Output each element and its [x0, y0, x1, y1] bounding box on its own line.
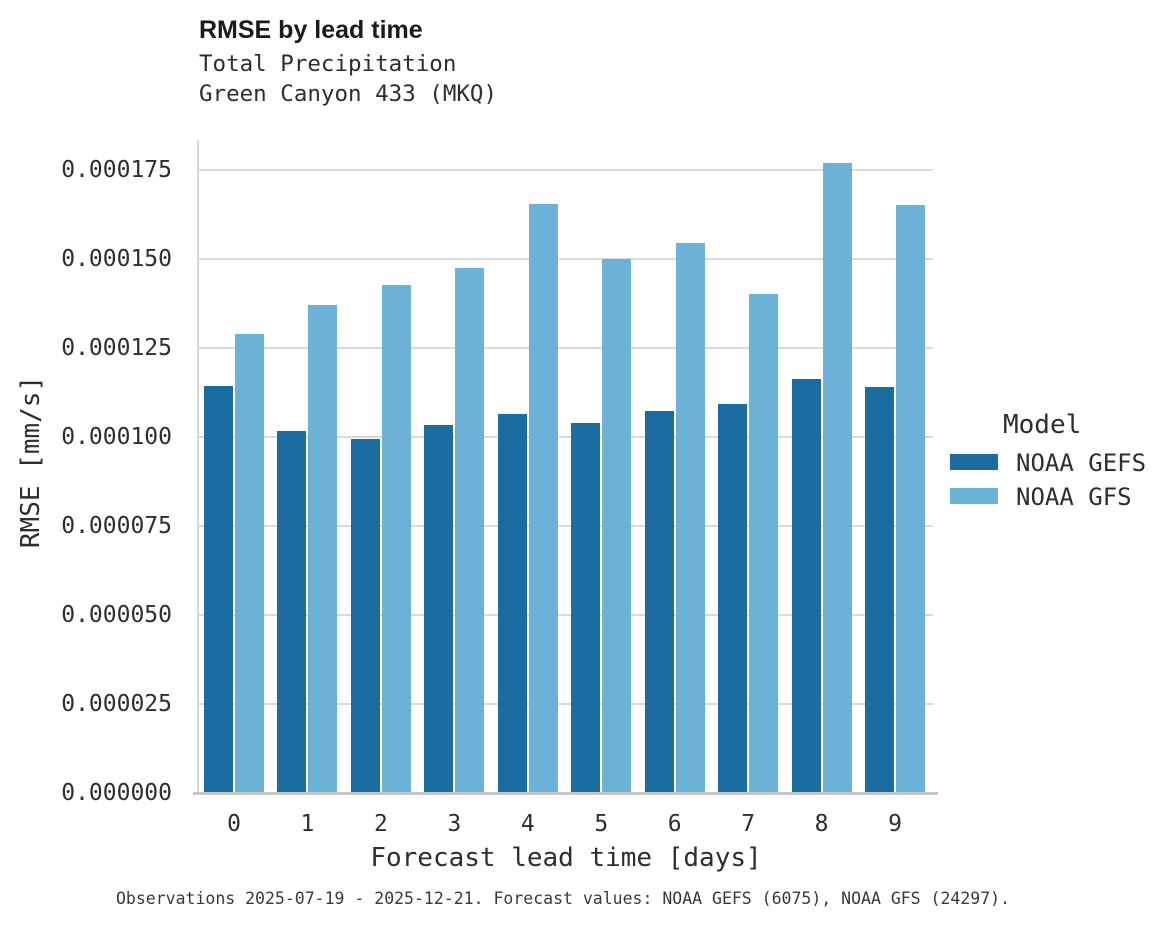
bar-noaa-gefs-lead-8: [791, 379, 821, 793]
bar-noaa-gefs-lead-0: [204, 386, 233, 793]
bar-noaa-gfs-lead-6: [675, 242, 705, 793]
x-tick-label: 2: [373, 811, 388, 837]
bar-noaa-gefs-lead-4: [497, 413, 527, 793]
bar-noaa-gfs-lead-1: [308, 305, 338, 793]
bar-noaa-gefs-lead-1: [277, 430, 307, 793]
x-tick-label: 3: [447, 811, 462, 837]
bar-noaa-gefs-lead-9: [865, 386, 895, 793]
gridline: [197, 169, 933, 171]
x-axis-line: [193, 792, 938, 795]
bar-noaa-gfs-lead-5: [602, 259, 632, 793]
y-tick-label: 0.000025: [61, 691, 172, 717]
gridline: [197, 347, 933, 349]
x-tick-label: 6: [667, 811, 682, 837]
y-tick-label: 0.000125: [61, 335, 172, 361]
y-tick-label: 0.000150: [61, 246, 172, 272]
x-axis-title: Forecast lead time [days]: [370, 843, 762, 873]
y-tick-label: 0.000100: [61, 424, 172, 450]
bar-noaa-gefs-lead-3: [424, 424, 454, 793]
chart-subtitle-variable: Total Precipitation: [199, 51, 457, 77]
legend-title: Model: [1003, 410, 1082, 440]
bar-noaa-gefs-lead-5: [571, 423, 601, 793]
chart-title: RMSE by lead time: [199, 16, 423, 44]
x-tick-label: 1: [300, 811, 315, 837]
footer-caption: Observations 2025-07-19 - 2025-12-21. Fo…: [115, 889, 1011, 908]
x-tick-label: 8: [814, 811, 829, 837]
y-tick-label: 0.000050: [61, 602, 172, 628]
gridline: [197, 525, 933, 527]
gridline: [197, 614, 933, 616]
bar-noaa-gfs-lead-8: [822, 162, 852, 793]
x-tick-label: 7: [741, 811, 756, 837]
bar-noaa-gfs-lead-4: [528, 203, 558, 793]
gridline: [197, 703, 933, 705]
bar-noaa-gefs-lead-6: [644, 411, 674, 793]
bar-noaa-gfs-lead-0: [235, 333, 264, 793]
x-tick-label: 0: [227, 811, 241, 837]
bar-noaa-gefs-lead-2: [350, 439, 380, 793]
bar-noaa-gefs-lead-7: [718, 403, 748, 793]
legend-swatch-noaa-gfs: [950, 488, 998, 504]
plot-area: [197, 140, 937, 793]
x-tick-label: 5: [594, 811, 609, 837]
legend-label-noaa-gefs: NOAA GEFS: [1016, 449, 1147, 477]
y-tick-label: 0.000075: [61, 513, 172, 539]
x-tick-label: 4: [520, 811, 535, 837]
y-tick-label: 0.000000: [61, 780, 172, 806]
gridline: [197, 436, 933, 438]
y-tick-label: 0.000175: [61, 157, 172, 183]
x-tick-label: 9: [888, 811, 902, 837]
bar-noaa-gfs-lead-9: [896, 204, 926, 793]
bar-noaa-gfs-lead-7: [749, 294, 779, 793]
bar-noaa-gfs-lead-3: [455, 267, 485, 793]
gridline: [197, 258, 933, 260]
legend-swatch-noaa-gefs: [950, 454, 998, 470]
legend-label-noaa-gfs: NOAA GFS: [1016, 483, 1132, 511]
chart-subtitle-station: Green Canyon 433 (MKQ): [199, 81, 498, 107]
bar-noaa-gfs-lead-2: [381, 284, 411, 793]
